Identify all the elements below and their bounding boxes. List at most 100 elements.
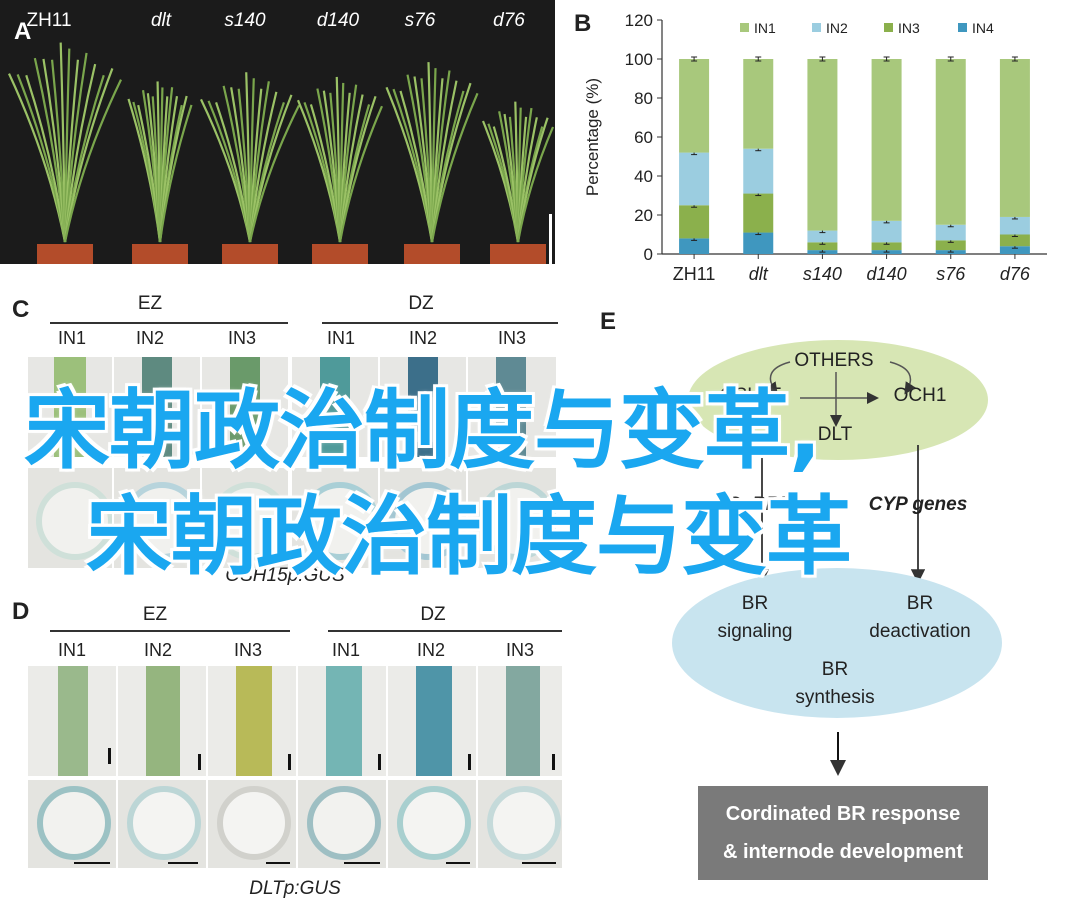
gus-cross-section-photo (28, 468, 112, 568)
label-br-deactivation: BR deactivation (869, 593, 971, 642)
group-label-ez: EZ (142, 604, 168, 625)
y-tick-label: 60 (634, 128, 653, 147)
figure-caption-c: OSH15p:GUS (225, 565, 345, 586)
y-tick-label: 20 (634, 206, 653, 225)
bar-segment (807, 59, 838, 231)
genotype-label-s76: s76 (404, 10, 436, 31)
bar-segment (679, 205, 710, 239)
label-others: OTHERS (794, 350, 874, 371)
rice-leaf (63, 79, 122, 243)
gus-stem-photo (28, 666, 116, 776)
regulators-ellipse (688, 340, 988, 460)
bar-segment (999, 246, 1030, 254)
internode-label: IN3 (233, 640, 262, 660)
rice-plants-illustration (8, 42, 555, 264)
x-tick-label: d140 (867, 264, 907, 284)
bar-segment (871, 59, 902, 221)
internode-label: IN2 (135, 328, 164, 348)
bar-segment (871, 242, 902, 251)
response-line-2: & internode development (722, 841, 964, 863)
x-tick-label: s140 (803, 264, 842, 284)
y-tick-label: 100 (625, 50, 653, 69)
gus-stem-photo (202, 357, 288, 457)
group-underline (322, 322, 558, 324)
bar-segment (999, 234, 1030, 247)
group-label-dz: DZ (420, 604, 446, 625)
internode-label: IN1 (326, 328, 355, 348)
gus-stem-photo (298, 666, 386, 776)
internode-label: IN2 (143, 640, 172, 660)
internode-label: IN3 (227, 328, 256, 348)
gus-stem-photo (478, 666, 562, 776)
legend-swatch (740, 23, 749, 32)
panel-a-photo: ZH11 dlt s140 d140 s76 d76 (0, 0, 555, 268)
genotype-label-dlt: dlt (150, 10, 172, 31)
panel-letter-e: E (600, 308, 617, 335)
internode-label: IN3 (505, 640, 534, 660)
panel-letter-b: B (574, 10, 592, 37)
label-osbri1: OsBRI1 (726, 494, 796, 515)
y-axis-label: Percentage (%) (583, 78, 602, 196)
x-tick-label: dlt (749, 264, 769, 284)
bar-segment (807, 230, 838, 243)
gus-cross-section-photo (388, 780, 476, 868)
group-underline (50, 322, 288, 324)
bar-segment (679, 152, 710, 206)
internode-label: IN1 (331, 640, 360, 660)
bar-segment (999, 216, 1030, 235)
x-tick-label: d76 (1000, 264, 1031, 284)
gus-cross-section-photo (298, 780, 386, 868)
bar-segment (679, 238, 710, 254)
gus-cross-section-photo (478, 780, 562, 868)
gus-stem-photo (28, 357, 112, 457)
bar-segment (807, 242, 838, 251)
rice-leaf (158, 104, 193, 243)
flower-pot (222, 244, 278, 264)
internode-label: IN2 (408, 328, 437, 348)
gus-stem-photo (114, 357, 200, 457)
legend-label: IN4 (972, 20, 994, 36)
legend-swatch (884, 23, 893, 32)
rice-leaf (516, 126, 555, 243)
watermark-text: 宋朝政治制度与变革, (24, 381, 822, 481)
bar-segment (743, 232, 774, 254)
gus-cross-section-photo (208, 780, 296, 868)
rice-leaf (248, 104, 300, 243)
legend-swatch (958, 23, 967, 32)
figure-caption-d: DLTp:GUS (249, 878, 341, 899)
watermark-text: 宋朝政治制度与变革 (86, 487, 852, 587)
gus-stem-photo (118, 666, 206, 776)
genotype-label-zh11: ZH11 (26, 10, 72, 31)
flower-pot (37, 244, 93, 264)
label-br-signaling: BR signaling (717, 593, 793, 642)
bar-segment (743, 148, 774, 194)
group-label-dz: DZ (408, 293, 434, 314)
y-tick-label: 80 (634, 89, 653, 108)
br-pathway-ellipse (672, 568, 1002, 718)
bar-segment (743, 193, 774, 233)
label-dlt: DLT (817, 424, 853, 445)
group-underline (50, 630, 290, 632)
gus-stem-photo (468, 357, 556, 457)
label-och1: OCH1 (893, 385, 947, 406)
genotype-label-d76: d76 (493, 10, 525, 31)
legend-label: IN1 (754, 20, 776, 36)
legend-label: IN2 (826, 20, 848, 36)
flower-pot (312, 244, 368, 264)
gus-cross-section-photo (28, 780, 116, 868)
flower-pot (404, 244, 460, 264)
legend-label: IN3 (898, 20, 920, 36)
gus-cross-section-photo (202, 468, 288, 568)
panel-letter-c: C (12, 296, 30, 323)
bar-segment (871, 220, 902, 243)
gus-stem-photo (208, 666, 296, 776)
gus-stem-photo (388, 666, 476, 776)
x-tick-label: s76 (936, 264, 966, 284)
y-tick-label: 0 (644, 245, 653, 264)
gus-cross-section-photo (468, 468, 556, 568)
flower-pot (132, 244, 188, 264)
y-tick-label: 40 (634, 167, 653, 186)
internode-label: IN2 (416, 640, 445, 660)
gus-cross-section-photo (380, 468, 466, 568)
response-line-1: Cordinated BR response (725, 803, 961, 825)
